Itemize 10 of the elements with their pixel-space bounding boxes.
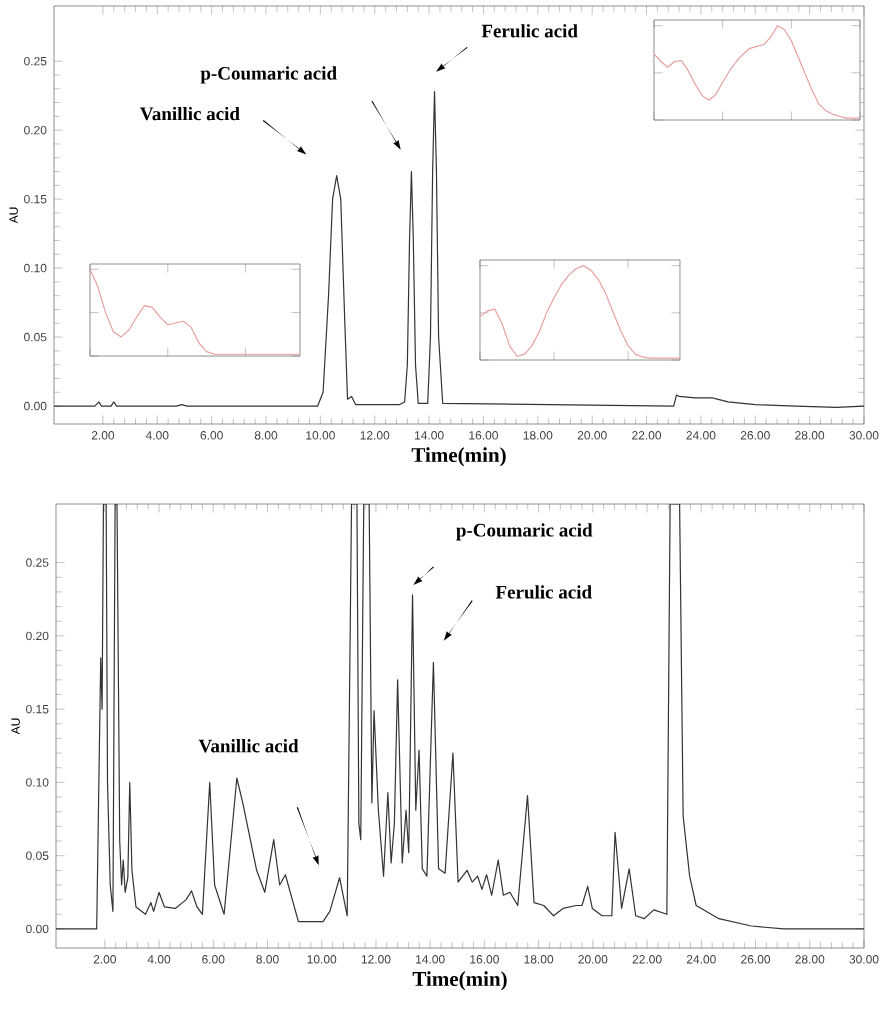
annotation: Ferulic acid xyxy=(495,585,592,599)
x-axis-title: Time(min) xyxy=(412,971,507,991)
annotation: p-Coumaric acid xyxy=(200,66,337,84)
annotation: Vanillic acid xyxy=(140,106,240,121)
annotation: Ferulic acid xyxy=(481,24,578,38)
annotation: p-Coumaric acid xyxy=(456,523,593,541)
annotation: Vanillic acid xyxy=(198,739,299,753)
x-axis-title: Time(min) xyxy=(411,447,506,467)
line-series xyxy=(56,504,864,930)
line-series xyxy=(54,90,864,409)
